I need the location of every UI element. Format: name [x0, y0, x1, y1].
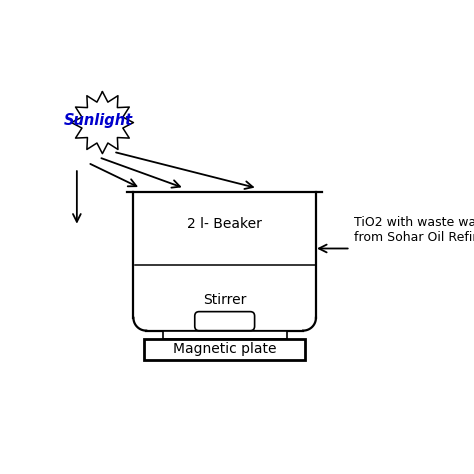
Text: Magnetic plate: Magnetic plate: [173, 342, 276, 356]
Text: Stirrer: Stirrer: [203, 293, 246, 307]
Text: TiO2 with waste water
from Sohar Oil Refiner: TiO2 with waste water from Sohar Oil Ref…: [354, 216, 474, 244]
FancyBboxPatch shape: [195, 311, 255, 331]
Text: Sunlight: Sunlight: [64, 113, 133, 128]
Bar: [163, 331, 287, 338]
Text: 2 l- Beaker: 2 l- Beaker: [187, 217, 262, 231]
Bar: [145, 338, 305, 360]
